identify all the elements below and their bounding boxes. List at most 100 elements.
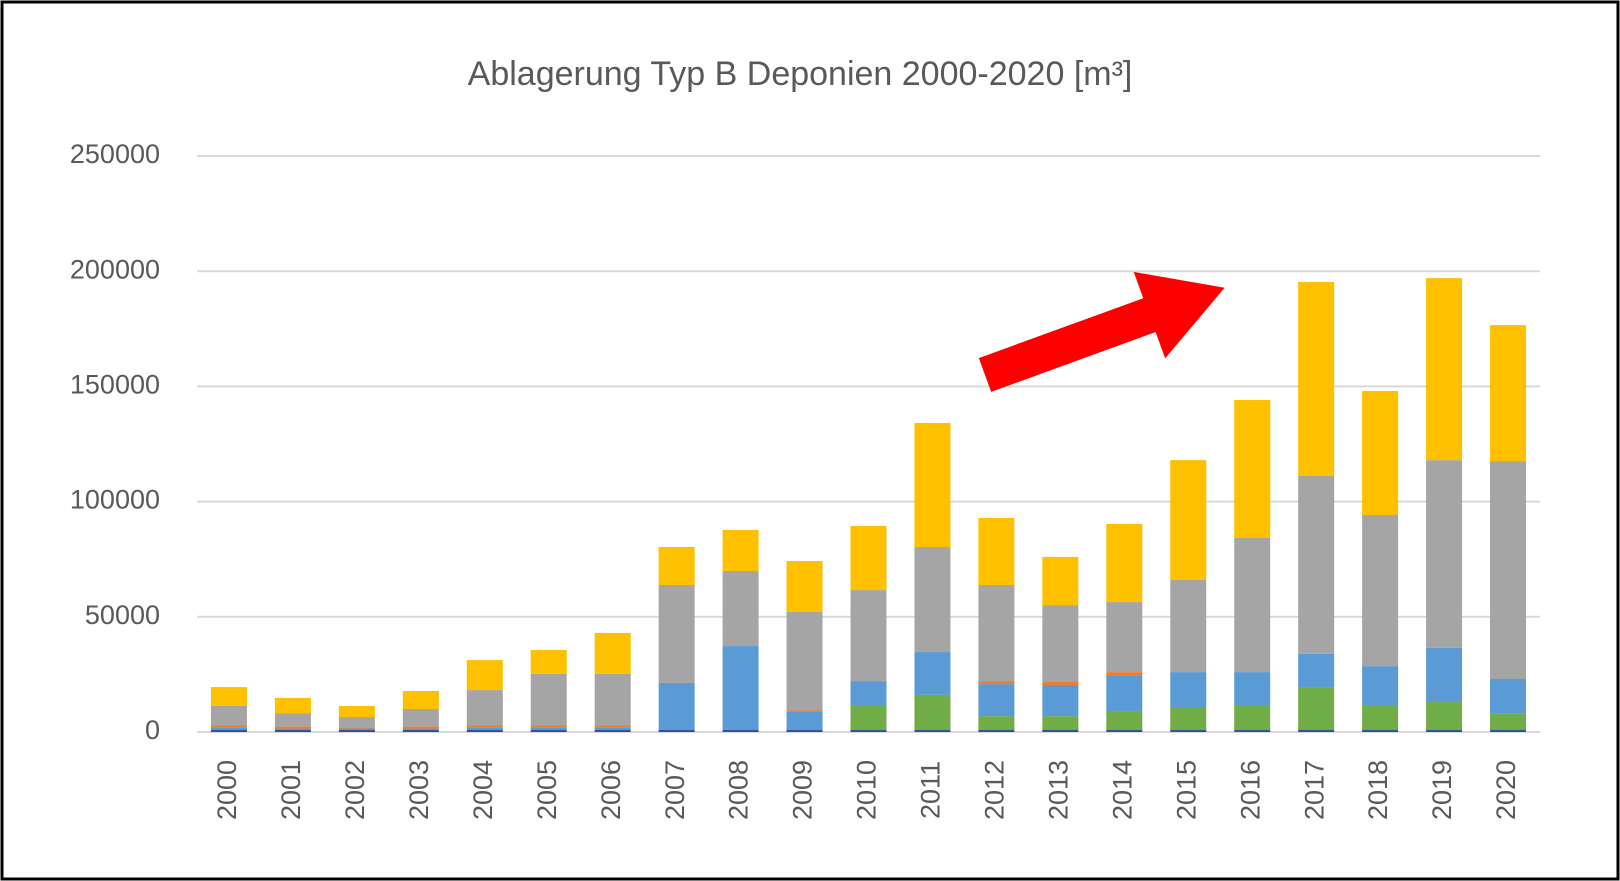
bar-segment: [466, 725, 503, 728]
bar-segment: [914, 694, 951, 730]
bar-segment: [1042, 729, 1079, 732]
bar-segment: [338, 728, 375, 730]
bar-segment: [1106, 523, 1143, 603]
bar-segment: [466, 660, 503, 691]
bar-segment: [722, 570, 759, 647]
bar-segment: [1362, 729, 1399, 732]
bar-segment: [338, 729, 375, 732]
bar-segment: [658, 585, 695, 683]
bar-segment: [466, 727, 503, 730]
bar-segment: [1106, 729, 1143, 732]
bar-segment: [1298, 729, 1335, 732]
bar-segment: [1106, 711, 1143, 730]
bar-segment: [594, 632, 631, 674]
bar-segment: [978, 716, 1015, 730]
x-tick-label: 2007: [660, 760, 690, 820]
bar-segment: [786, 711, 823, 730]
bar-segment: [1362, 391, 1399, 515]
bar-segment: [850, 705, 887, 730]
bar-segment: [1426, 702, 1463, 730]
x-tick-label: 2002: [340, 760, 370, 820]
bar-segment: [850, 729, 887, 732]
x-tick-label: 2009: [788, 760, 818, 820]
arrow: [978, 271, 1225, 392]
bar-segment: [274, 713, 311, 727]
bar-segment: [658, 729, 695, 732]
x-tick-label: 2011: [916, 761, 946, 819]
bar-segment: [722, 529, 759, 571]
x-tick-label: 2017: [1299, 760, 1329, 820]
bar-segment: [1490, 679, 1527, 714]
bar-segment: [786, 561, 823, 612]
bar-segment: [978, 729, 1015, 732]
x-tick-label: 2005: [532, 760, 562, 820]
bar-segment: [978, 517, 1015, 586]
bar-segment: [1298, 476, 1335, 654]
bar-segment: [1490, 729, 1527, 732]
bar-segment: [914, 652, 951, 695]
x-tick-label: 2020: [1491, 760, 1521, 820]
y-tick-label: 100000: [70, 485, 160, 515]
x-tick-label: 2016: [1235, 760, 1265, 820]
bar-segment: [594, 725, 631, 728]
bar-segment: [1106, 602, 1143, 673]
bar-segment: [274, 728, 311, 730]
bar-segment: [1042, 605, 1079, 683]
bars: [210, 278, 1527, 732]
bar-segment: [338, 717, 375, 728]
labels: 0 50000 100000 150000 200000 250000 2000 2001 20…: [70, 139, 1521, 820]
bar-segment: [1170, 708, 1207, 730]
bar-segment: [1234, 729, 1271, 732]
bar-segment: [850, 526, 887, 591]
bar-segment: [1362, 705, 1399, 730]
x-tick-label: 2015: [1171, 760, 1201, 820]
bar-segment: [402, 708, 439, 727]
bar-segment: [402, 726, 439, 729]
bar-segment: [210, 727, 247, 730]
bar-segment: [1490, 713, 1527, 730]
x-tick-label: 2001: [276, 760, 306, 820]
bar-segment: [530, 649, 567, 674]
bar-segment: [1298, 653, 1335, 688]
bar-segment: [850, 590, 887, 682]
bar-segment: [210, 729, 247, 732]
bar-segment: [1042, 556, 1079, 606]
x-tick-label: 2003: [404, 760, 434, 820]
bar-segment: [1426, 729, 1463, 732]
y-tick-label: 250000: [70, 139, 160, 169]
bar-segment: [1362, 514, 1399, 667]
bar-segment: [978, 681, 1015, 685]
bar-segment: [1362, 666, 1399, 706]
y-tick-label: 150000: [70, 370, 160, 400]
bar-segment: [530, 729, 567, 732]
arrow-shape: [978, 271, 1225, 392]
bar-segment: [594, 727, 631, 730]
bar-segment: [210, 725, 247, 728]
bar-segment: [210, 687, 247, 706]
bar-segment: [274, 729, 311, 732]
bar-segment: [1234, 672, 1271, 706]
bar-segment: [1234, 399, 1271, 539]
bar-segment: [1170, 672, 1207, 709]
bar-segment: [594, 673, 631, 726]
bar-segment: [914, 423, 951, 547]
bar-segment: [466, 729, 503, 732]
x-tick-label: 2004: [468, 760, 498, 820]
bar-segment: [722, 646, 759, 730]
bar-segment: [850, 681, 887, 706]
bar-segment: [914, 546, 951, 653]
x-tick-label: 2019: [1427, 760, 1457, 820]
x-tick-label: 2000: [212, 760, 242, 820]
bar-segment: [402, 728, 439, 730]
bar-segment: [1426, 460, 1463, 648]
x-tick-label: 2010: [852, 760, 882, 820]
bar-segment: [1106, 672, 1143, 676]
x-tick-label: 2006: [596, 760, 626, 820]
bar-segment: [1042, 716, 1079, 730]
bar-segment: [338, 727, 375, 729]
bar-segment: [1490, 325, 1527, 462]
x-tick-label: 2013: [1043, 760, 1073, 820]
bar-segment: [786, 729, 823, 732]
bar-segment: [466, 690, 503, 726]
bar-segment: [658, 682, 695, 730]
